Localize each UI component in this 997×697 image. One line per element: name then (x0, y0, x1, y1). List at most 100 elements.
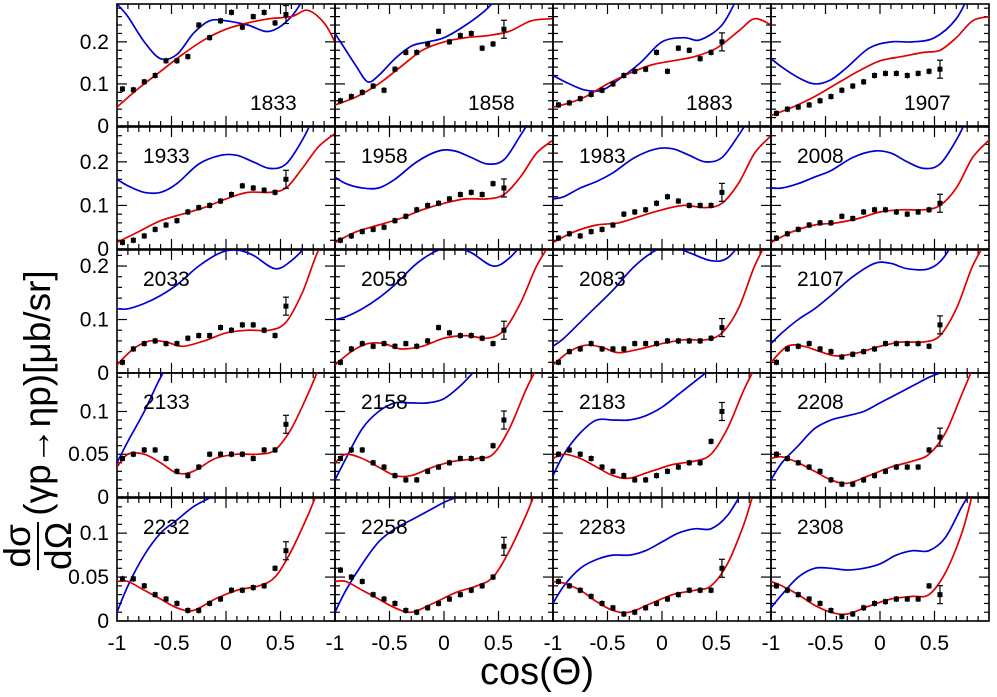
panel-1958: 1958 (334, 126, 554, 250)
data-point (283, 548, 289, 554)
data-point (643, 477, 649, 483)
y-tick-label: 0 (97, 610, 109, 633)
alt-fit-curve (771, 250, 950, 345)
data-point (152, 73, 158, 79)
data-point (566, 231, 572, 237)
data-point (163, 456, 169, 462)
panel-1833: 1833 (116, 3, 336, 127)
x-tick-label: 0.5 (920, 632, 949, 655)
data-point (348, 233, 354, 239)
data-point (937, 200, 943, 206)
data-point (185, 54, 191, 60)
data-point (348, 574, 354, 580)
fit-curve (553, 373, 754, 480)
alt-fit-curve (335, 4, 493, 83)
data-point (632, 68, 638, 74)
panel-2308: 2308 (770, 497, 990, 622)
data-point (457, 592, 463, 598)
panel-2033: 2033 (116, 249, 336, 374)
data-point (697, 202, 703, 208)
alt-fit-curve (553, 127, 745, 200)
alt-fit-curve (771, 4, 966, 85)
panel-frame (552, 3, 772, 127)
data-point (501, 185, 507, 191)
data-point (621, 211, 627, 217)
data-point (555, 235, 561, 241)
data-point (468, 333, 474, 339)
data-point (882, 207, 888, 213)
data-point (272, 333, 278, 339)
data-point (708, 49, 714, 55)
data-point (414, 343, 420, 349)
data-point (174, 341, 180, 347)
y-tick-label: 0.1 (80, 400, 109, 423)
panel-2208: 2208 (770, 372, 990, 498)
data-point (261, 583, 267, 589)
data-point (174, 468, 180, 474)
y-tick-label: 0 (97, 115, 109, 138)
data-point (806, 341, 812, 347)
panel-energy-label: 1883 (686, 92, 733, 115)
data-point (479, 456, 485, 462)
data-point (174, 600, 180, 606)
data-point (250, 322, 256, 328)
data-point (218, 596, 224, 602)
data-point (261, 9, 267, 15)
data-point (370, 592, 376, 598)
y-tick-label: 0.1 (80, 73, 109, 96)
data-point (185, 335, 191, 341)
data-point (141, 447, 147, 453)
panel-energy-label: 2158 (361, 391, 408, 414)
data-point (784, 106, 790, 112)
panel-2158: 2158 (334, 372, 554, 498)
data-point (773, 359, 779, 365)
data-point (904, 211, 910, 217)
x-tick-label: -0.5 (807, 632, 843, 655)
data-point (621, 473, 627, 479)
alt-fit-curve (771, 373, 941, 481)
data-point (250, 14, 256, 20)
panel-energy-label: 2283 (579, 516, 626, 539)
data-point (414, 609, 420, 615)
data-point (348, 447, 354, 453)
data-point (664, 468, 670, 474)
data-point (283, 303, 289, 309)
fit-curve (117, 373, 318, 475)
data-point (664, 338, 670, 344)
data-point (152, 447, 158, 453)
data-point (643, 207, 649, 213)
data-point (872, 346, 878, 352)
data-point (119, 359, 125, 365)
data-point (817, 346, 823, 352)
data-point (119, 576, 125, 582)
data-point (403, 341, 409, 347)
panel-1983: 1983 (552, 126, 772, 250)
data-point (566, 447, 572, 453)
fit-curve (117, 9, 335, 108)
data-point (675, 45, 681, 51)
data-point (872, 73, 878, 79)
data-point (697, 338, 703, 344)
data-point (806, 102, 812, 108)
data-point (272, 20, 278, 26)
data-point (850, 216, 856, 221)
data-point (239, 183, 245, 189)
y-tick-label: 0.2 (80, 255, 109, 278)
data-point (882, 468, 888, 474)
y-axis-label-denominator: dΩ (38, 521, 79, 570)
data-point (773, 583, 779, 589)
data-point (119, 456, 125, 462)
data-point (218, 325, 224, 331)
data-point (250, 456, 256, 462)
data-point (610, 81, 616, 87)
data-point (599, 346, 605, 352)
data-point (719, 39, 725, 45)
data-point (839, 481, 845, 487)
data-point (577, 233, 583, 239)
data-point (861, 79, 867, 85)
data-point (610, 468, 616, 474)
data-point (337, 456, 343, 462)
data-point (686, 338, 692, 344)
data-point (501, 327, 507, 333)
data-point (904, 596, 910, 602)
